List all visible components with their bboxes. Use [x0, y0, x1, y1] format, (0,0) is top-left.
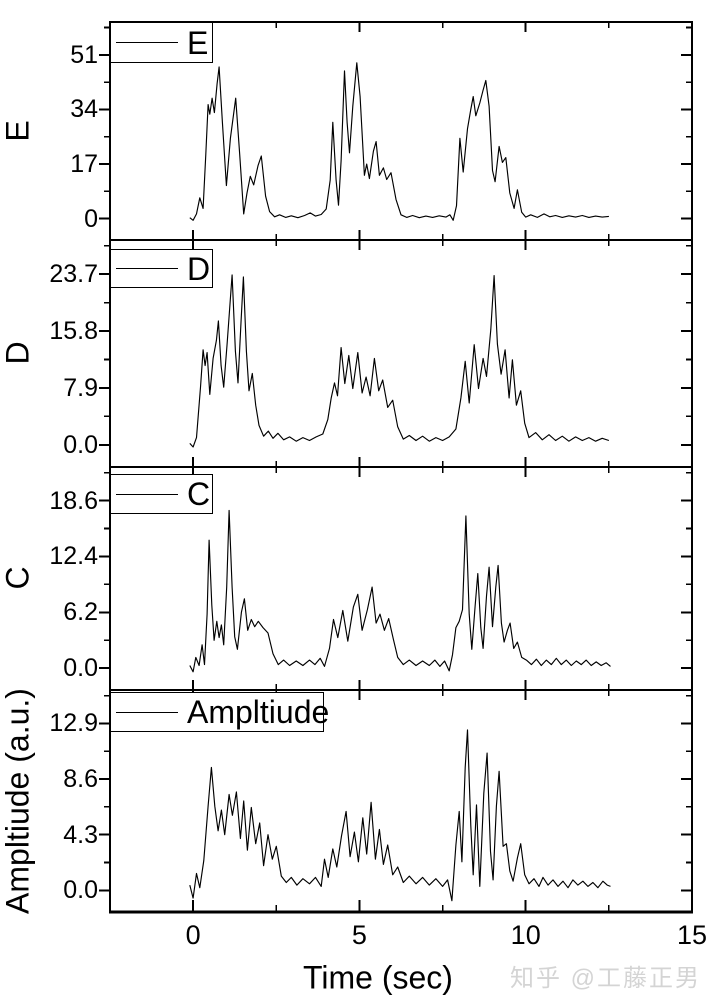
y-tick-label: 12.9 — [49, 709, 98, 738]
legend-label: D — [187, 250, 211, 287]
x-tick-label: 15 — [676, 920, 708, 950]
y-tick-label: 7.9 — [63, 373, 98, 402]
legend-label: Ampltiude — [187, 694, 330, 730]
legend-box-panel-c: C — [110, 474, 213, 514]
watermark: 知乎 @工藤正男 — [509, 965, 701, 992]
y-tick-label: 0.0 — [63, 654, 98, 683]
y-tick-label: 6.2 — [63, 598, 98, 627]
signal-curve-Ampltiude — [189, 729, 611, 902]
signal-curve-E — [189, 62, 609, 221]
y-tick-label: 0.0 — [63, 430, 98, 459]
x-tick-label: 10 — [510, 920, 541, 950]
y-tick-label: 23.7 — [49, 260, 98, 289]
y-tick-label: 51 — [70, 40, 98, 69]
y-tick-label: 15.8 — [49, 317, 98, 346]
legend-line-sample — [116, 493, 178, 495]
y-tick-label: 12.4 — [49, 542, 98, 571]
y-tick-label: 0.0 — [63, 876, 98, 905]
x-tick-label: 5 — [351, 920, 367, 950]
y-tick-label: 0 — [84, 204, 98, 233]
x-axis-title: Time (sec) — [303, 959, 453, 996]
legend-line-sample — [116, 711, 178, 713]
signal-curve-D — [189, 274, 610, 448]
legend-line-sample — [116, 42, 178, 43]
legend-box-panel-e: E — [110, 22, 213, 63]
y-tick-label: 17 — [70, 150, 98, 179]
y-tick-label: 4.3 — [63, 820, 98, 849]
legend-label: C — [187, 476, 211, 512]
x-tick-label: 0 — [185, 920, 201, 950]
y-tick-label: 8.6 — [63, 765, 98, 794]
legend-line-sample — [116, 268, 178, 269]
y-tick-label: 34 — [70, 95, 98, 124]
legend-box-panel-d: D — [110, 249, 213, 288]
legend-box-panel-amplitude: Ampltiude — [110, 692, 329, 732]
legend-label: E — [187, 24, 209, 61]
signal-curve-C — [189, 509, 611, 673]
y-tick-label: 18.6 — [49, 486, 98, 515]
